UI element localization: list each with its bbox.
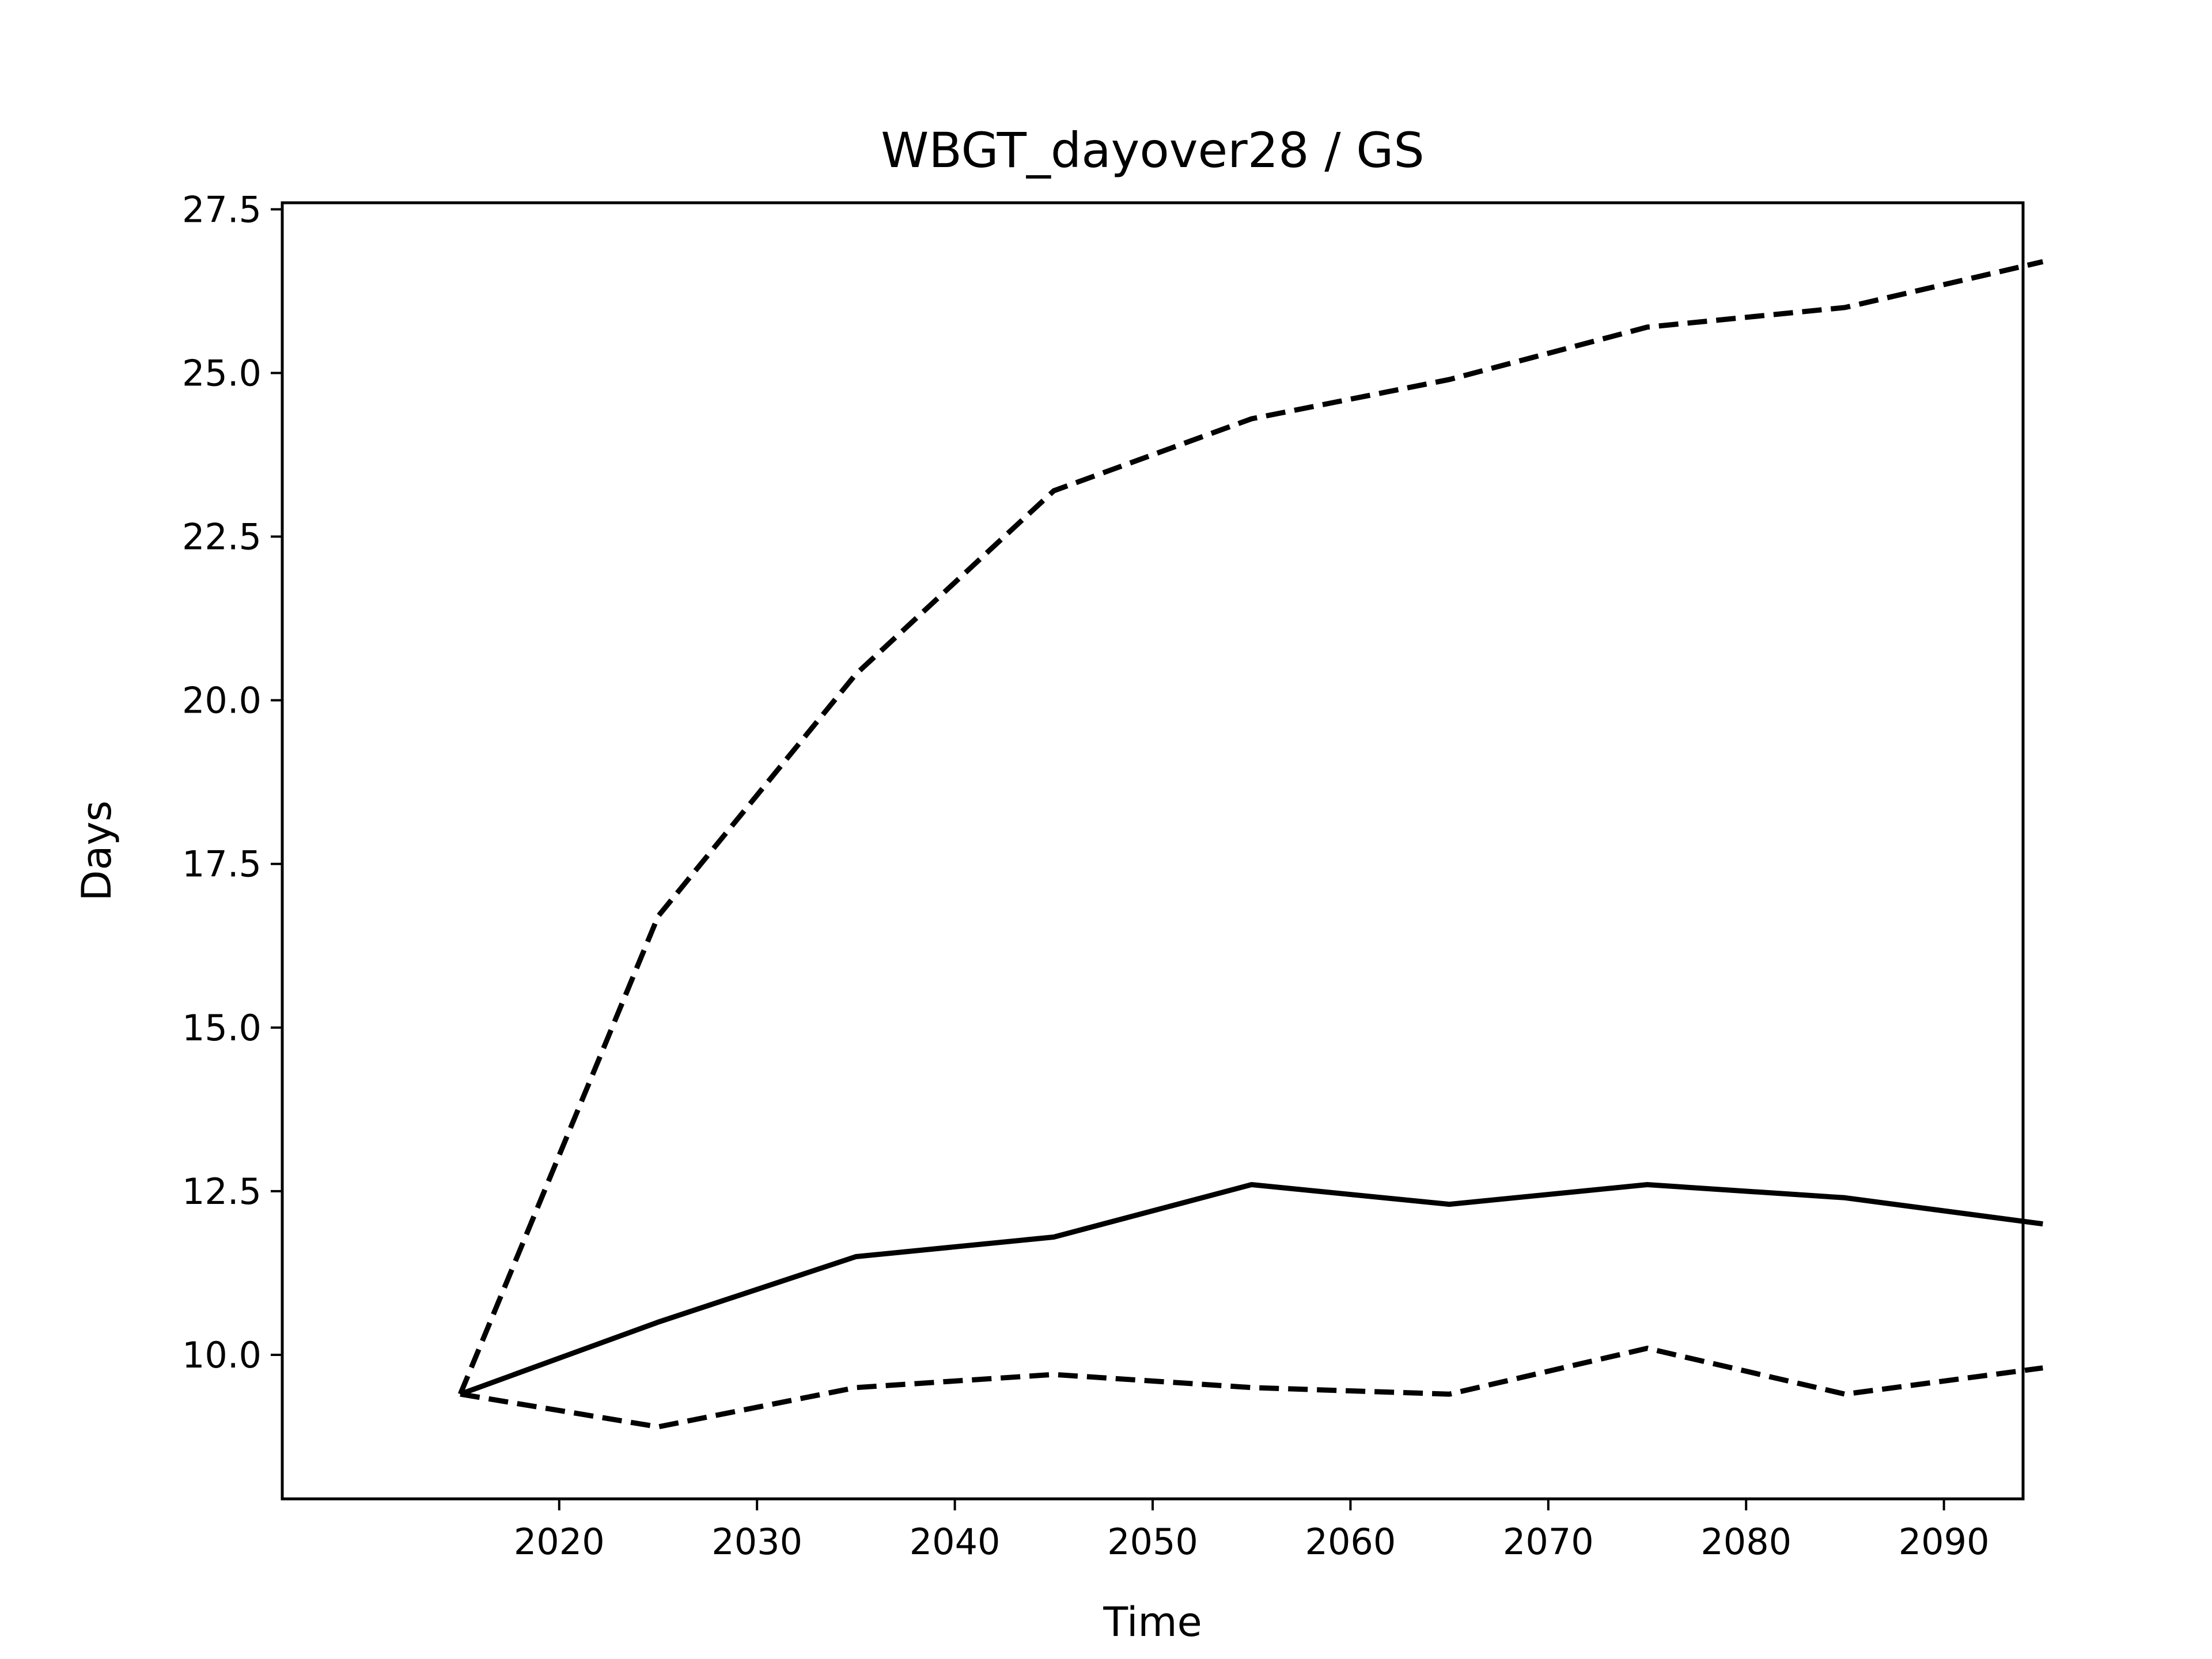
- x-tick-label: 2030: [711, 1521, 802, 1563]
- y-tick-label: 25.0: [182, 352, 262, 394]
- y-tick-label: 12.5: [182, 1171, 262, 1213]
- x-tick-label: 2020: [514, 1521, 605, 1563]
- y-axis-title: Days: [73, 801, 120, 902]
- x-tick-label: 2050: [1107, 1521, 1198, 1563]
- x-axis-ticks: 2020 2030 2040 2050 2060 2070 2080 2090: [514, 1499, 1990, 1563]
- series-line-2-solid: [459, 1182, 2043, 1397]
- series-line-3-dashed: [460, 1346, 2043, 1430]
- y-tick-label: 10.0: [182, 1334, 262, 1376]
- plot-lines: [457, 259, 2044, 1430]
- x-tick-label: 2040: [910, 1521, 1001, 1563]
- y-tick-label: 27.5: [182, 188, 262, 230]
- y-tick-label: 22.5: [182, 516, 262, 558]
- x-tick-label: 2070: [1503, 1521, 1594, 1563]
- y-tick-label: 15.0: [182, 1007, 262, 1049]
- x-tick-label: 2090: [1899, 1521, 1990, 1563]
- y-tick-label: 20.0: [182, 680, 262, 722]
- x-tick-label: 2080: [1700, 1521, 1791, 1563]
- y-axis-ticks: 10.0 12.5 15.0 17.5 20.0 22.5 25.0 27.5: [182, 188, 282, 1376]
- x-tick-label: 2060: [1305, 1521, 1396, 1563]
- y-tick-label: 17.5: [182, 843, 262, 885]
- chart-title: WBGT_dayover28 / GS: [881, 122, 1424, 179]
- x-axis-title: Time: [1103, 1599, 1202, 1646]
- plot-frame: [281, 201, 2025, 1501]
- series-line-1-dashed: [457, 259, 2044, 1395]
